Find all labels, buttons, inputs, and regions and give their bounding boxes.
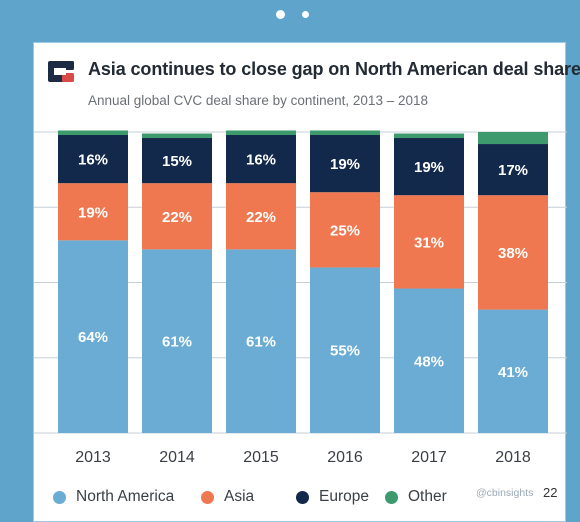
bar-north-america-2017 (394, 288, 464, 433)
legend-swatch-asia (201, 490, 214, 504)
legend-item-europe: Europe (296, 483, 369, 511)
bar-asia-2018 (478, 195, 548, 310)
legend-swatch-other (385, 490, 398, 504)
data-label-europe-2013: 16% (78, 152, 108, 169)
x-tick-label-2017: 2017 (411, 449, 447, 466)
bar-north-america-2013 (58, 240, 128, 433)
carousel-dot[interactable] (302, 11, 309, 18)
page-number: 22 (543, 485, 558, 500)
data-label-north-america-2014: 61% (162, 334, 192, 351)
bar-europe-2018 (478, 144, 548, 196)
bar-other-2014 (142, 133, 212, 139)
data-label-europe-2014: 15% (162, 153, 192, 170)
bar-europe-2015 (226, 135, 296, 184)
bar-north-america-2014 (142, 249, 212, 433)
bar-other-2017 (394, 133, 464, 139)
data-label-north-america-2016: 55% (330, 343, 360, 360)
bar-asia-2014 (142, 183, 212, 250)
data-label-europe-2015: 16% (246, 152, 276, 169)
data-label-asia-2016: 25% (330, 222, 360, 239)
chart-title: Asia continues to close gap on North Ame… (88, 59, 580, 79)
bar-asia-2016 (310, 192, 380, 268)
logo-notch (54, 68, 66, 75)
legend-label-north-america: North America (76, 488, 175, 505)
data-label-europe-2017: 19% (414, 159, 444, 176)
data-label-north-america-2015: 61% (246, 334, 276, 351)
bar-europe-2014 (142, 138, 212, 184)
data-label-europe-2016: 19% (330, 156, 360, 173)
x-tick-label-2016: 2016 (327, 449, 363, 466)
data-label-asia-2014: 22% (162, 209, 192, 226)
data-label-asia-2015: 22% (246, 209, 276, 226)
legend-item-other: Other (385, 483, 447, 511)
x-tick-label-2014: 2014 (159, 449, 195, 466)
legend-label-asia: Asia (224, 488, 255, 505)
bar-north-america-2016 (310, 267, 380, 433)
bar-asia-2015 (226, 183, 296, 250)
bar-europe-2017 (394, 138, 464, 196)
bar-asia-2017 (394, 195, 464, 289)
bar-other-2016 (310, 130, 380, 136)
data-label-north-america-2013: 64% (78, 329, 108, 346)
x-tick-label-2018: 2018 (495, 449, 531, 466)
bar-asia-2013 (58, 183, 128, 241)
legend-item-asia: Asia (201, 483, 254, 511)
bar-europe-2013 (58, 135, 128, 184)
cb-insights-logo-icon (48, 61, 74, 82)
data-label-north-america-2017: 48% (414, 353, 444, 370)
bar-other-2018 (478, 132, 548, 145)
bar-europe-2016 (310, 135, 380, 193)
chart-subtitle: Annual global CVC deal share by continen… (88, 93, 428, 108)
data-label-europe-2018: 17% (498, 162, 528, 179)
x-tick-label-2015: 2015 (243, 449, 279, 466)
data-label-asia-2017: 31% (414, 234, 444, 251)
legend-swatch-europe (296, 490, 309, 504)
watermark: @cbinsights (476, 487, 534, 499)
bar-other-2013 (58, 130, 128, 136)
legend-item-north-america: North America (53, 483, 174, 511)
chart-card: Asia continues to close gap on North Ame… (33, 42, 580, 522)
x-tick-label-2013: 2013 (75, 449, 111, 466)
carousel-dots (0, 10, 580, 22)
chart-legend: North America Asia Europe Other (34, 483, 567, 511)
legend-label-other: Other (408, 488, 447, 505)
logo-block-right-bottom (62, 73, 74, 82)
stacked-bar-chart: 64% 19% 16% 2013 61% 22% 15% 2014 61% 22% 16% 2015 5… (34, 130, 567, 466)
bar-other-2015 (226, 130, 296, 136)
bar-north-america-2015 (226, 249, 296, 433)
data-label-north-america-2018: 41% (498, 364, 528, 381)
data-label-asia-2018: 38% (498, 245, 528, 262)
carousel-dot-active[interactable] (276, 10, 285, 19)
legend-swatch-north-america (53, 490, 66, 504)
data-label-asia-2013: 19% (78, 204, 108, 221)
legend-label-europe: Europe (319, 488, 369, 505)
logo-block-right-top (62, 61, 74, 70)
bar-north-america-2018 (478, 309, 548, 433)
